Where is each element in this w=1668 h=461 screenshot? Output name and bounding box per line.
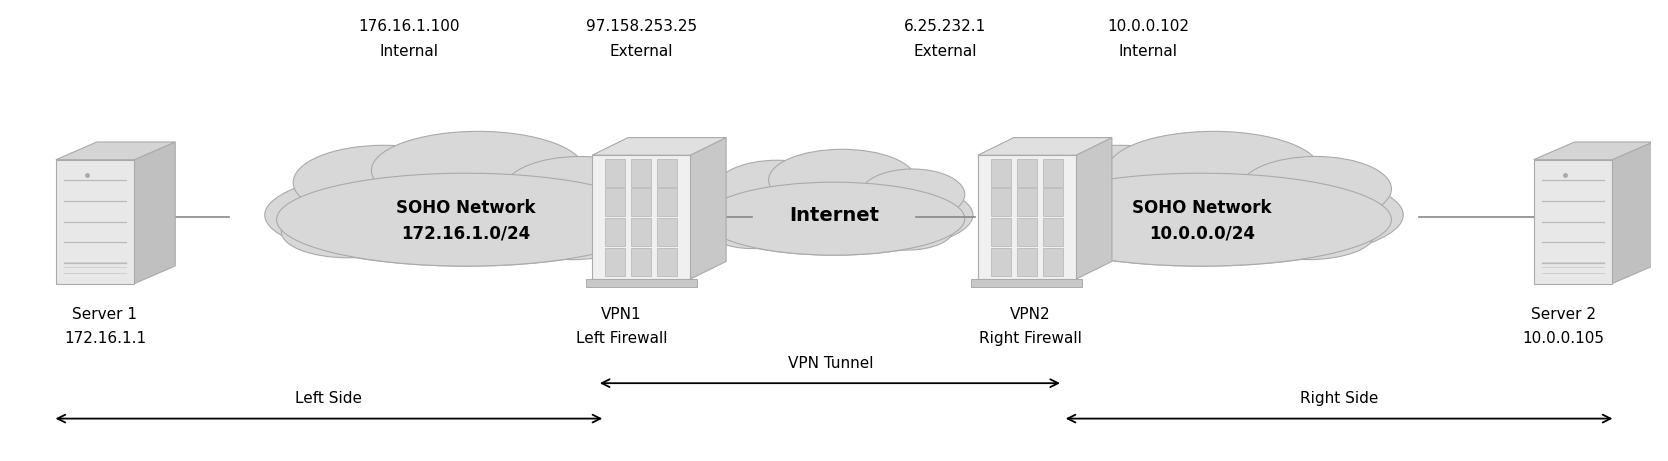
Text: Internal: Internal: [1118, 44, 1178, 59]
FancyBboxPatch shape: [1042, 159, 1063, 187]
Text: Server 2: Server 2: [1531, 307, 1596, 322]
Polygon shape: [592, 137, 726, 155]
FancyBboxPatch shape: [991, 159, 1011, 187]
Polygon shape: [1076, 137, 1113, 279]
Text: Right Side: Right Side: [1299, 391, 1378, 406]
Ellipse shape: [1012, 173, 1391, 266]
Text: 172.16.1.0/24: 172.16.1.0/24: [402, 225, 530, 242]
Ellipse shape: [372, 131, 585, 209]
Polygon shape: [1533, 142, 1653, 160]
Text: Server 1: Server 1: [72, 307, 137, 322]
Ellipse shape: [294, 145, 474, 219]
Ellipse shape: [265, 164, 667, 266]
Text: External: External: [609, 44, 672, 59]
Text: VPN Tunnel: VPN Tunnel: [787, 356, 874, 371]
FancyBboxPatch shape: [657, 248, 677, 276]
Text: 97.158.253.25: 97.158.253.25: [585, 19, 697, 35]
Text: Left Side: Left Side: [295, 391, 362, 406]
Text: 176.16.1.100: 176.16.1.100: [359, 19, 460, 35]
Text: SOHO Network: SOHO Network: [397, 199, 535, 217]
Text: 6.25.232.1: 6.25.232.1: [904, 19, 986, 35]
FancyBboxPatch shape: [657, 159, 677, 187]
Ellipse shape: [1239, 156, 1391, 222]
Ellipse shape: [704, 182, 964, 255]
Ellipse shape: [277, 173, 656, 266]
FancyBboxPatch shape: [1042, 189, 1063, 216]
Ellipse shape: [769, 149, 916, 211]
Text: 172.16.1.1: 172.16.1.1: [63, 331, 147, 346]
FancyBboxPatch shape: [605, 189, 626, 216]
Text: Internet: Internet: [789, 206, 879, 225]
Ellipse shape: [696, 175, 972, 255]
FancyBboxPatch shape: [1017, 159, 1037, 187]
Text: Right Firewall: Right Firewall: [979, 331, 1081, 346]
FancyBboxPatch shape: [1017, 248, 1037, 276]
Polygon shape: [57, 142, 175, 160]
Ellipse shape: [1017, 206, 1149, 258]
FancyBboxPatch shape: [585, 279, 697, 287]
Ellipse shape: [1029, 145, 1209, 219]
FancyBboxPatch shape: [657, 189, 677, 216]
FancyBboxPatch shape: [991, 218, 1011, 246]
FancyBboxPatch shape: [1017, 189, 1037, 216]
FancyBboxPatch shape: [1042, 248, 1063, 276]
FancyBboxPatch shape: [592, 155, 691, 279]
Text: 10.0.0.0/24: 10.0.0.0/24: [1149, 225, 1254, 242]
Text: 10.0.0.105: 10.0.0.105: [1521, 331, 1605, 346]
Ellipse shape: [1243, 207, 1374, 260]
Polygon shape: [977, 137, 1113, 155]
Text: 10.0.0.102: 10.0.0.102: [1108, 19, 1189, 35]
FancyBboxPatch shape: [631, 159, 651, 187]
Ellipse shape: [504, 156, 656, 222]
Text: VPN1: VPN1: [600, 307, 642, 322]
Text: Internal: Internal: [380, 44, 439, 59]
FancyBboxPatch shape: [971, 279, 1083, 287]
FancyBboxPatch shape: [1533, 160, 1611, 284]
Ellipse shape: [1001, 164, 1403, 266]
Polygon shape: [691, 137, 726, 279]
FancyBboxPatch shape: [605, 248, 626, 276]
Text: External: External: [914, 44, 977, 59]
Ellipse shape: [861, 169, 964, 220]
Ellipse shape: [707, 208, 797, 248]
Ellipse shape: [282, 206, 414, 258]
FancyBboxPatch shape: [1042, 218, 1063, 246]
FancyBboxPatch shape: [977, 155, 1076, 279]
Text: SOHO Network: SOHO Network: [1133, 199, 1271, 217]
FancyBboxPatch shape: [605, 218, 626, 246]
FancyBboxPatch shape: [657, 218, 677, 246]
Ellipse shape: [714, 160, 839, 219]
FancyBboxPatch shape: [631, 248, 651, 276]
FancyBboxPatch shape: [57, 160, 135, 284]
FancyBboxPatch shape: [631, 189, 651, 216]
Ellipse shape: [1108, 131, 1321, 209]
Ellipse shape: [507, 207, 639, 260]
FancyBboxPatch shape: [631, 218, 651, 246]
Ellipse shape: [862, 209, 954, 250]
Text: VPN2: VPN2: [1009, 307, 1051, 322]
Text: Left Firewall: Left Firewall: [575, 331, 667, 346]
Polygon shape: [135, 142, 175, 284]
FancyBboxPatch shape: [991, 189, 1011, 216]
FancyBboxPatch shape: [991, 248, 1011, 276]
FancyBboxPatch shape: [1017, 218, 1037, 246]
FancyBboxPatch shape: [605, 159, 626, 187]
Polygon shape: [1611, 142, 1653, 284]
